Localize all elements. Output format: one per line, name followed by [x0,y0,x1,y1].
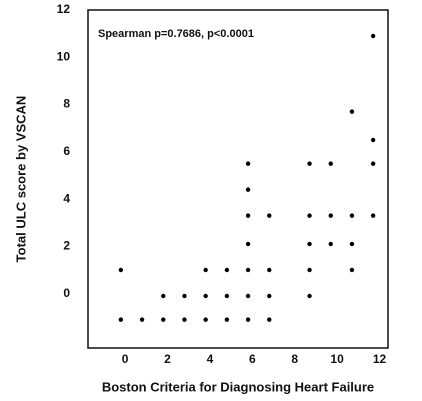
x-axis-title: Boston Criteria for Diagnosing Heart Fai… [102,379,374,394]
x-tick-label: 2 [164,352,171,366]
x-tick-label: 6 [249,352,256,366]
point [182,293,187,299]
point [203,317,208,322]
point [224,267,230,273]
x-tick-label: 8 [291,352,298,366]
point [245,317,251,322]
annotation: Spearman p=0.7686, p<0.0001 [98,28,254,40]
y-tick-label: 8 [63,97,70,111]
plot-frame [87,9,389,349]
point [182,317,187,322]
point [245,293,251,299]
point [328,241,333,247]
point [118,267,124,273]
y-tick-label: 4 [63,191,70,205]
point [370,33,376,39]
point [267,317,272,322]
point [245,267,251,273]
point [224,317,230,322]
point [245,241,251,247]
y-tick-label: 12 [57,2,71,16]
point [370,137,376,143]
point [224,293,230,299]
y-axis-title: Total ULC score by VSCAN [13,96,28,263]
point [349,213,355,218]
point [118,317,124,322]
point [370,161,376,166]
y-tick-label: 6 [63,144,70,158]
point [161,293,166,299]
point [307,241,312,247]
point [349,109,355,114]
point [267,213,272,218]
point [307,267,312,273]
y-tick-label: 10 [57,49,71,63]
point [328,161,333,166]
point [267,293,272,299]
point [203,267,208,273]
point [328,213,333,218]
point [139,317,145,322]
point [307,161,312,166]
point [307,293,312,299]
point [267,267,272,273]
point [203,293,208,299]
point [307,213,312,218]
point [161,317,166,322]
point [245,213,251,218]
point [349,267,355,273]
y-tick-label: 2 [63,239,70,253]
x-tick-label: 10 [330,352,344,366]
point [245,161,251,166]
point [370,213,376,218]
x-tick-label: 0 [122,352,129,366]
point [349,241,355,247]
y-tick-label: 0 [63,286,70,300]
x-tick-label: 12 [373,352,387,366]
x-tick-label: 4 [207,352,214,366]
point [245,187,251,192]
